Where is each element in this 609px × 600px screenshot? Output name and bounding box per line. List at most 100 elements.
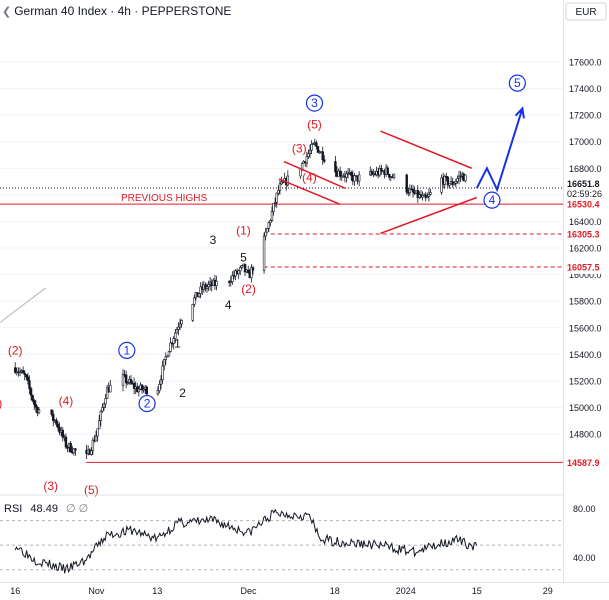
price-levels: 16530.4 16305.3 16057.5 14587.9 PREVIOUS HIG… (0, 177, 609, 470)
candle-body (286, 175, 290, 186)
price-tick: 14800.0 (569, 430, 602, 440)
candle-body (132, 383, 136, 389)
candle-body (109, 384, 112, 393)
candle-body (345, 173, 348, 178)
candle-body (446, 177, 450, 186)
candle-body (243, 263, 247, 273)
candle-body (427, 193, 431, 197)
candle-body (388, 173, 391, 178)
candle-body (312, 143, 315, 145)
level-tag: 14587.9 (567, 458, 600, 468)
candle-body (267, 222, 271, 229)
candle-body (158, 384, 161, 391)
rsi-line (14, 508, 478, 574)
previous-highs-label: PREVIOUS HIGHS (121, 193, 207, 204)
candle-body (380, 168, 383, 172)
candle-body (264, 231, 267, 237)
candle-body (237, 270, 240, 274)
candle-body (34, 404, 38, 408)
chevron-left-icon[interactable]: ❮ (2, 5, 12, 18)
candle-body (161, 365, 164, 381)
rsi-legend: RSI 48.49 ∅ ∅ (4, 502, 93, 515)
candle-body (55, 419, 58, 425)
candle-body (91, 439, 95, 452)
candle-body (229, 281, 232, 283)
candle-body (305, 156, 309, 164)
trendline (283, 160, 346, 189)
rsi-settings-icons[interactable]: ∅ ∅ (66, 503, 89, 515)
time-tick: Nov (88, 586, 105, 596)
rsi-tick: 80.00 (573, 504, 596, 514)
candle-body (266, 227, 269, 233)
wave-projection (475, 106, 525, 193)
candle-body (275, 192, 278, 203)
candle-body (174, 332, 177, 339)
candle-body (272, 202, 275, 212)
candle-body (370, 171, 374, 175)
wave-label: (1) (0, 397, 2, 411)
candle-body (251, 267, 255, 271)
candlestick-series (14, 138, 467, 460)
wave-label: 4 (489, 193, 496, 207)
candle-body (456, 178, 459, 182)
candle-body (167, 351, 171, 357)
last-price-tag: 16651.8 (567, 179, 600, 189)
candle-body (247, 269, 250, 273)
candle-body (166, 355, 169, 358)
level-tag-bg (564, 455, 609, 470)
time-tick: 2024 (396, 586, 416, 596)
wave-label: (3) (292, 141, 307, 155)
candle-body (163, 359, 166, 367)
candle-body (72, 448, 76, 454)
candle-body (175, 329, 179, 334)
old-trendline (0, 287, 46, 323)
wave-label: (4) (302, 171, 317, 185)
candle-body (99, 410, 103, 421)
price-tick: 17000.0 (569, 137, 602, 147)
candle-body (300, 162, 304, 170)
wave-label: 2 (144, 397, 151, 411)
wave-label: 5 (514, 76, 521, 90)
wave-label: (1) (236, 224, 251, 238)
candle-body (353, 175, 356, 182)
candle-body (405, 174, 408, 193)
price-axis: EUR 14800.0 15000.0 15200.0 15400.0 15600.0 15… (563, 0, 609, 600)
level-tag: 16057.5 (567, 262, 600, 272)
candle-body (180, 320, 183, 325)
candle-body (378, 168, 381, 176)
candle-body (137, 388, 141, 393)
time-tick: Dec (241, 586, 258, 596)
wave-circle (483, 191, 501, 209)
price-axis-bg (563, 0, 609, 600)
candle-body (310, 144, 313, 151)
candle-body (31, 395, 34, 401)
wave-circle (118, 341, 136, 359)
candle-body (197, 293, 201, 298)
wave-label: (5) (84, 483, 99, 497)
candle-body (64, 436, 68, 448)
candle-body (448, 183, 451, 186)
candle-body (207, 284, 210, 287)
time-axis: 16 Nov 13 Dec 18 2024 15 29 (0, 582, 609, 596)
trendlines (0, 130, 478, 323)
time-tick: 16 (10, 586, 20, 596)
candle-body (459, 175, 462, 178)
candle-body (102, 403, 106, 408)
rsi-tick: 40.00 (573, 553, 596, 563)
candle-body (426, 196, 429, 199)
candle-body (178, 323, 182, 328)
candle-body (454, 181, 458, 184)
currency-label: EUR (575, 7, 596, 18)
candle-body (262, 235, 266, 271)
trendline (380, 196, 478, 235)
level-tag-bg (564, 259, 609, 274)
candle-body (156, 390, 160, 395)
candle-body (281, 181, 285, 184)
candle-body (26, 376, 30, 382)
candle-body (61, 429, 64, 438)
wave-label: 2 (179, 386, 186, 400)
candle-body (74, 448, 77, 451)
candle-body (169, 342, 172, 352)
